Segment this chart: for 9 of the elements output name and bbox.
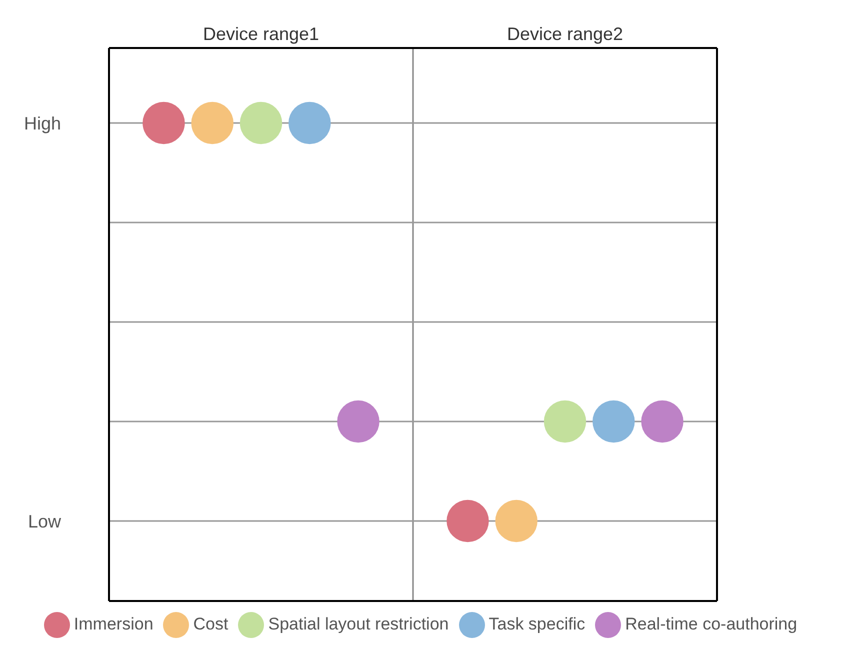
legend-label: Cost xyxy=(193,614,228,634)
legend-label: Task specific xyxy=(488,614,586,634)
text: High xyxy=(24,113,61,134)
legend-label: Real-time co-authoring xyxy=(625,614,798,634)
legend-label: Immersion xyxy=(74,614,154,634)
text: Low xyxy=(28,511,62,532)
x-tick-label: Device range2 xyxy=(506,24,624,44)
legend-label: Spatial layout restriction xyxy=(268,614,449,634)
x-tick-label: Device range1 xyxy=(202,24,320,44)
